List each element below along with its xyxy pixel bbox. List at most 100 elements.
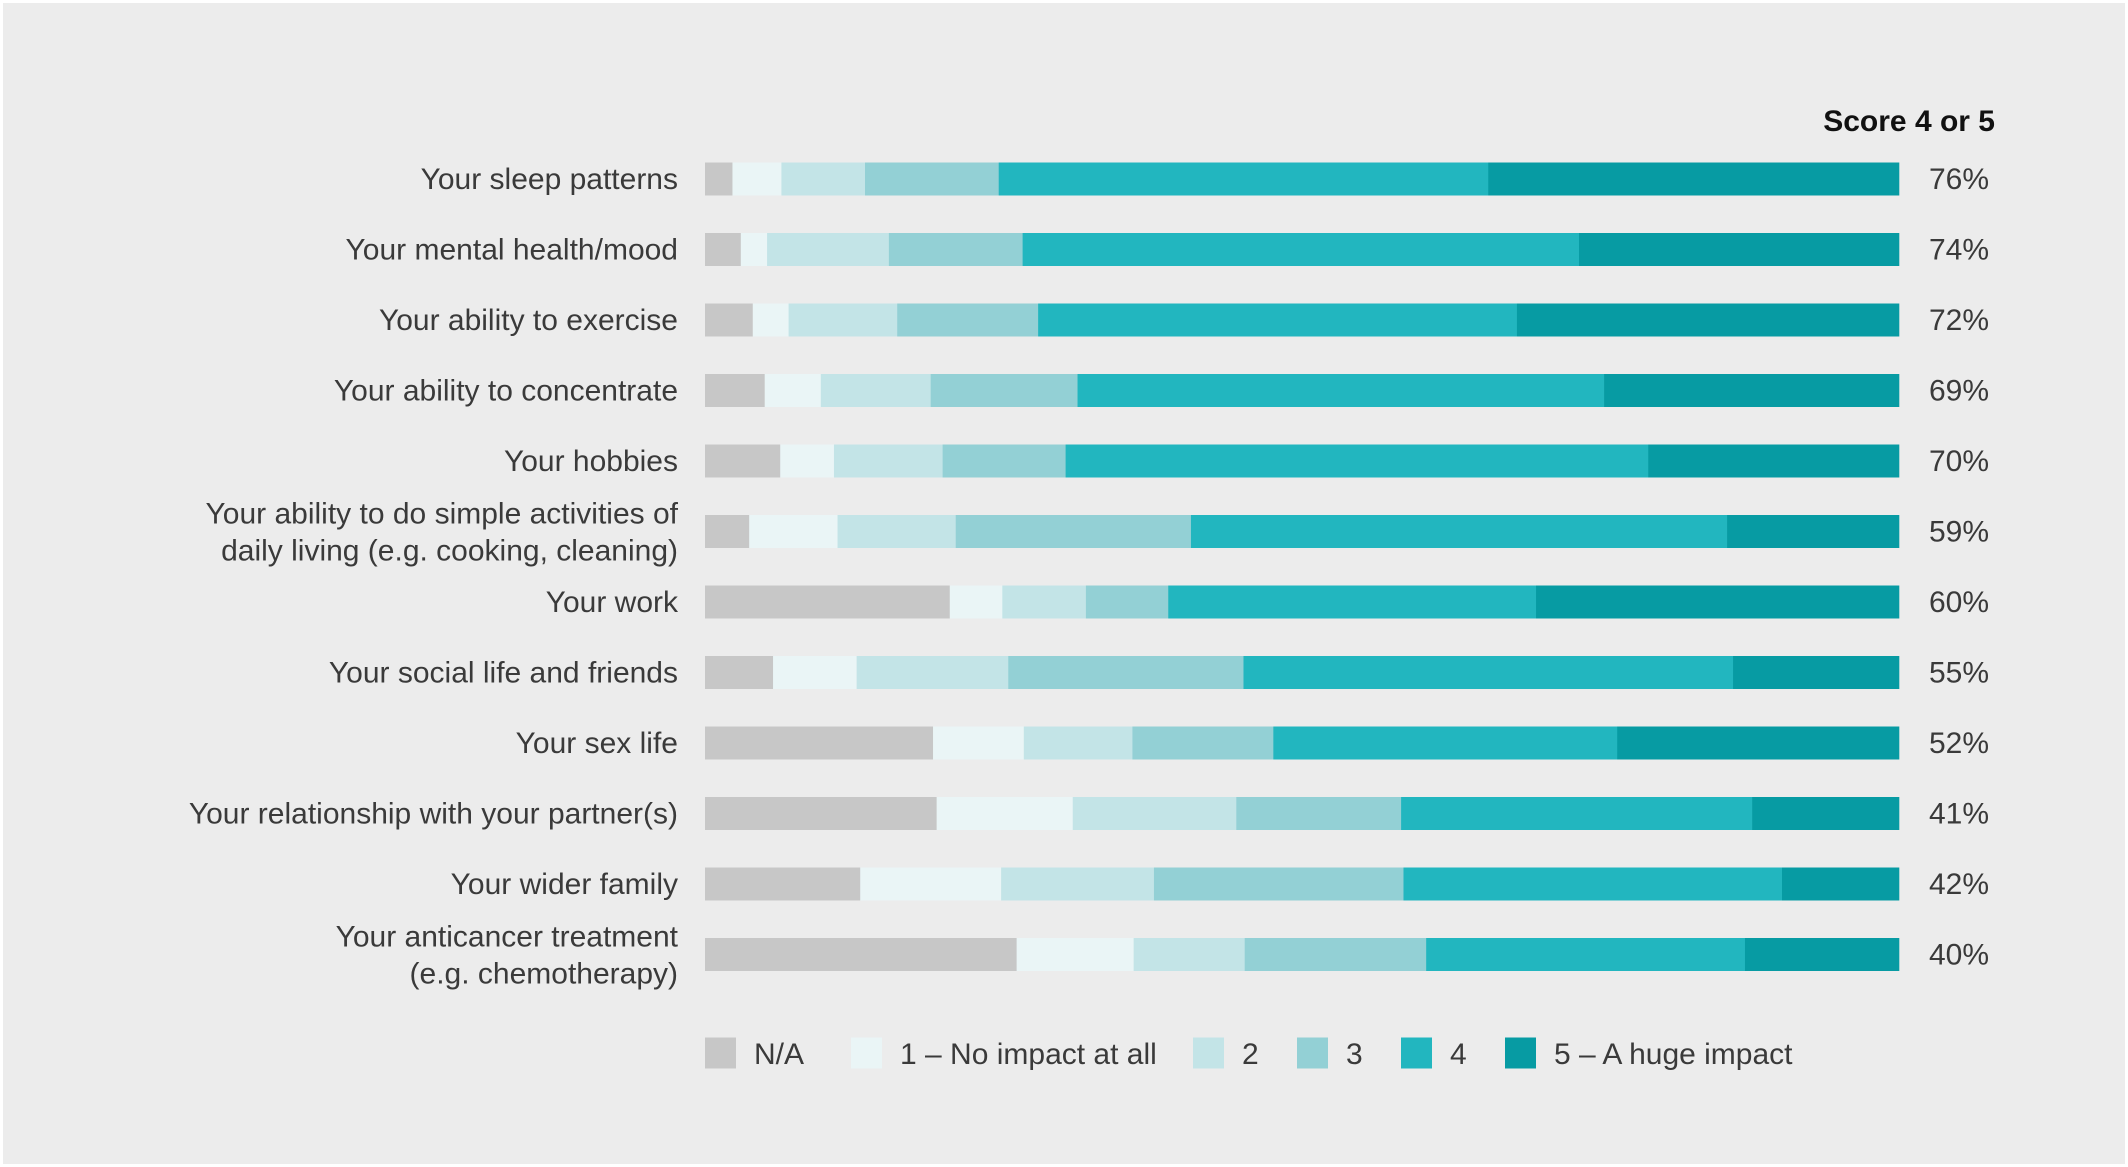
bar-segment (1236, 797, 1402, 830)
bar-segment (1516, 303, 1900, 337)
bar-segment (1077, 374, 1605, 407)
bar-segment (1426, 938, 1746, 971)
category-label: Your work (546, 586, 679, 619)
category-label: Your ability to concentrate (334, 375, 678, 408)
bar-segment (1190, 515, 1728, 548)
legend-label: 4 (1450, 1038, 1467, 1071)
legend-label: 1 – No impact at all (900, 1038, 1157, 1071)
bar-segment (705, 585, 951, 619)
bar-segment (705, 656, 774, 689)
bar-segment (1016, 938, 1134, 971)
bar-segment (1733, 656, 1900, 689)
bar-segment (930, 374, 1078, 407)
bar-segment (788, 303, 898, 337)
bar-segment (1038, 303, 1518, 337)
bar-segment (1002, 585, 1087, 619)
bar-segment (705, 374, 765, 407)
bar-segment (888, 233, 1023, 266)
bar-segment (1022, 233, 1580, 266)
legend-swatch (1401, 1037, 1432, 1069)
category-labels: Your sleep patterns Your mental health/mo… (189, 163, 679, 991)
bar-segment (705, 797, 937, 830)
score-label: 52% (1929, 727, 1989, 760)
bar-segment (933, 726, 1025, 760)
bar-segment (1752, 797, 1900, 830)
bar-segment (897, 303, 1039, 337)
bar-segment (955, 515, 1192, 548)
chart-panel: Your sleep patterns Your mental health/mo… (3, 3, 2125, 1164)
category-label: Your wider family (451, 868, 678, 901)
bar-segment (752, 303, 789, 337)
bar-segment (1133, 938, 1245, 971)
bar-segment (780, 444, 835, 478)
category-label: Your sex life (516, 727, 678, 760)
bar-segment (705, 726, 934, 760)
bar-segment (1243, 656, 1734, 689)
bar-segment (1008, 656, 1244, 689)
bar-segment (705, 303, 754, 337)
bar-segment (1536, 585, 1900, 619)
legend-swatch (705, 1037, 736, 1069)
bar-segment (781, 162, 866, 196)
bar-segment (705, 162, 733, 196)
category-label: Your social life and friends (329, 657, 678, 690)
bar-segment (1727, 515, 1900, 548)
category-label: Your mental health/mood (346, 234, 678, 267)
bar-segment (705, 444, 781, 478)
legend-swatch (1297, 1037, 1328, 1069)
score-label: 40% (1929, 939, 1989, 972)
bar-area (705, 162, 1900, 971)
bar-segment (865, 162, 1000, 196)
legend-swatch (1505, 1037, 1536, 1069)
bar-segment (1648, 444, 1900, 478)
bar-segment (705, 867, 861, 901)
bar-segment (1001, 867, 1155, 901)
category-label: (e.g. chemotherapy) (410, 958, 678, 991)
legend-label: 2 (1242, 1038, 1259, 1071)
score-label: 55% (1929, 657, 1989, 690)
score-header: Score 4 or 5 (1823, 105, 1995, 138)
score-label: 72% (1929, 304, 1989, 337)
legend: N/A 1 – No impact at all 2 3 4 5 – A huge imp… (705, 1037, 1793, 1071)
bar-segment (1023, 726, 1133, 760)
score-label: 70% (1929, 445, 1989, 478)
bar-segment (833, 444, 943, 478)
bar-segment (749, 515, 838, 548)
category-label: Your relationship with your partner(s) (189, 798, 678, 831)
bar-segment (942, 444, 1066, 478)
category-label: Your ability to do simple activities of (206, 498, 679, 531)
category-label: Your sleep patterns (421, 163, 678, 196)
bar-segment (764, 374, 822, 407)
bar-segment (1401, 797, 1753, 830)
score-labels: 76% 74% 72% 69% 70% 59% 60% 55% 52% 41% 42% 40% (1929, 163, 1989, 972)
score-label: 74% (1929, 234, 1989, 267)
bar-segment (773, 656, 857, 689)
stacked-bar-chart: Your sleep patterns Your mental health/mo… (189, 105, 1995, 1071)
bar-segment (705, 515, 750, 548)
bar-segment (1604, 374, 1900, 407)
bar-segment (1617, 726, 1900, 760)
score-label: 69% (1929, 375, 1989, 408)
bar-segment (949, 585, 1003, 619)
bar-segment (1132, 726, 1274, 760)
bar-segment (820, 374, 931, 407)
legend-label: 5 – A huge impact (1554, 1038, 1793, 1071)
bar-segment (740, 233, 768, 266)
score-label: 60% (1929, 586, 1989, 619)
bar-segment (767, 233, 890, 266)
bar-segment (732, 162, 782, 196)
bar-segment (1085, 585, 1169, 619)
bar-segment (1168, 585, 1537, 619)
bar-segment (998, 162, 1489, 196)
legend-label: 3 (1346, 1038, 1363, 1071)
bar-segment (1065, 444, 1649, 478)
bar-segment (1153, 867, 1404, 901)
bar-segment (705, 233, 742, 266)
bar-segment (1273, 726, 1618, 760)
legend-label: N/A (754, 1038, 804, 1071)
bar-segment (856, 656, 1009, 689)
bar-segment (1781, 867, 1900, 901)
score-label: 41% (1929, 798, 1989, 831)
category-label: Your anticancer treatment (336, 921, 679, 954)
legend-swatch (851, 1037, 882, 1069)
